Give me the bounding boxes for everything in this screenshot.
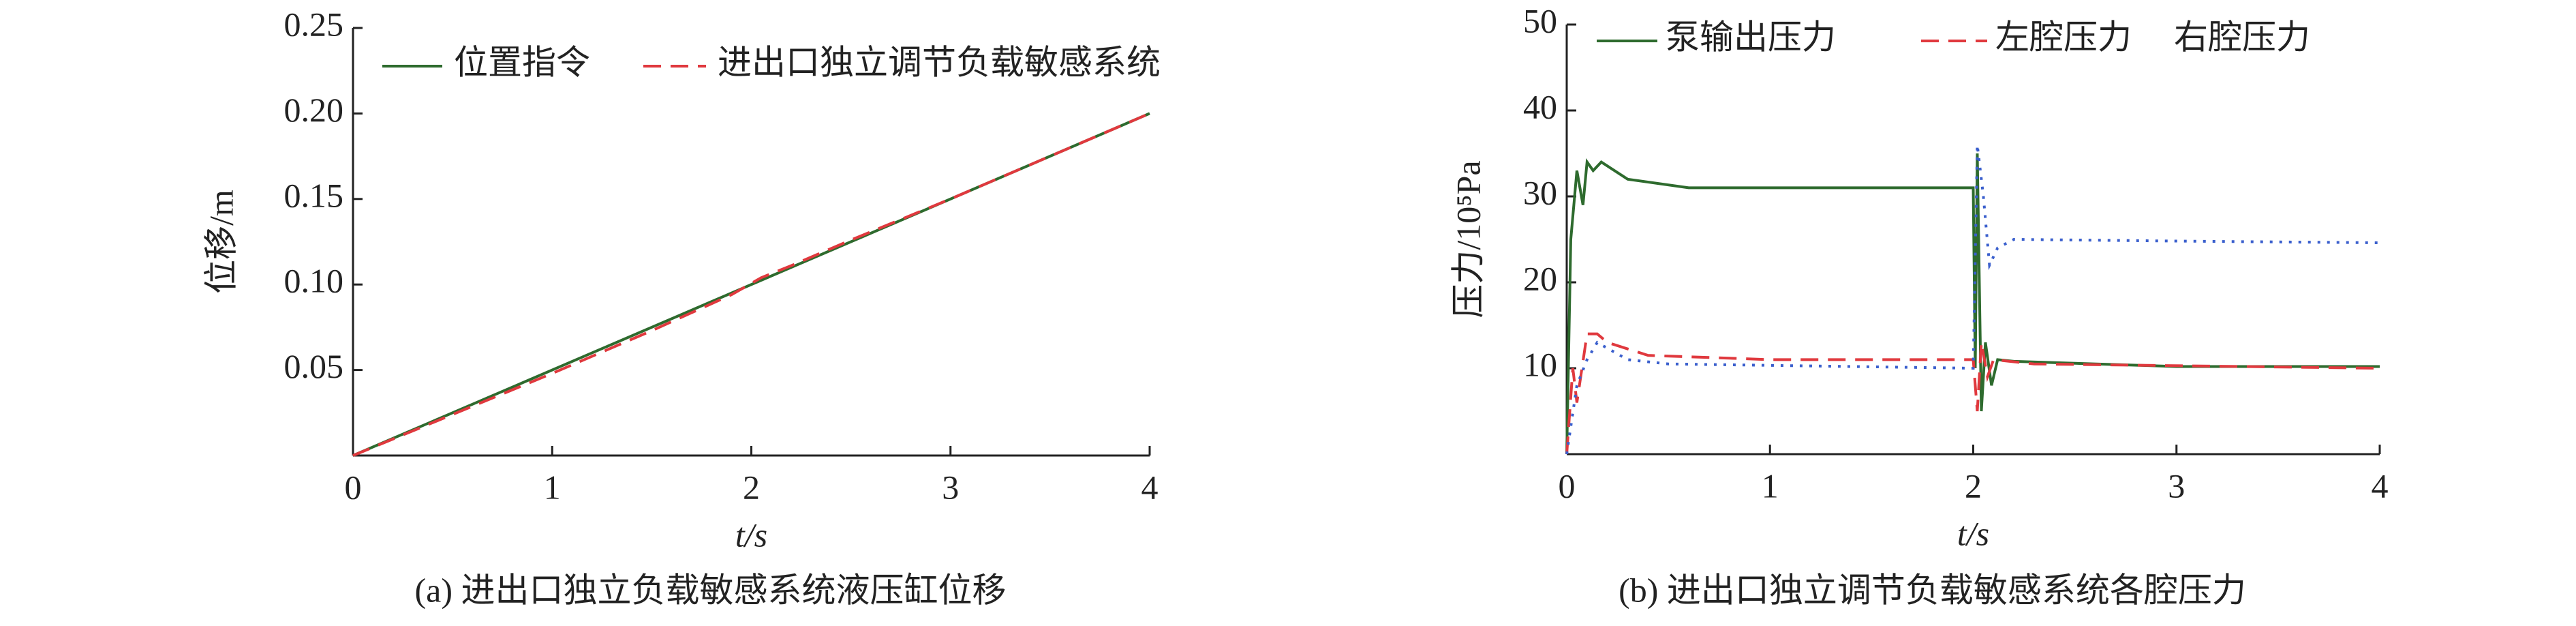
caption: (b) 进出口独立调节负载敏感系统各腔压力 xyxy=(1619,571,2246,609)
x-tick-label: 3 xyxy=(942,468,959,506)
x-tick-label: 0 xyxy=(345,468,362,506)
y-axis-label: 压力/10⁵Pa xyxy=(1449,160,1487,318)
x-axis-label: t/s xyxy=(735,516,767,554)
y-tick-label: 30 xyxy=(1523,173,1557,211)
y-tick-label: 20 xyxy=(1523,259,1557,297)
caption: (a) 进出口独立负载敏感系统液压缸位移 xyxy=(415,571,1007,609)
legend-label: 泵输出压力 xyxy=(1666,18,1836,56)
x-axis-label: t/s xyxy=(1957,514,1989,552)
x-tick-label: 1 xyxy=(544,468,561,506)
y-tick-label: 50 xyxy=(1523,1,1557,40)
y-tick-label: 0.10 xyxy=(284,262,344,300)
y-tick-label: 0.15 xyxy=(284,176,344,214)
x-tick-label: 3 xyxy=(2168,466,2185,505)
y-tick-label: 0.25 xyxy=(284,5,344,43)
legend-label: 右腔压力 xyxy=(2174,18,2310,56)
x-tick-label: 2 xyxy=(743,468,760,506)
legend-label: 位置指令 xyxy=(454,43,590,81)
y-tick-label: 40 xyxy=(1523,87,1557,125)
x-tick-label: 1 xyxy=(1762,466,1779,505)
series-line xyxy=(1565,153,2380,455)
x-tick-label: 2 xyxy=(1965,466,1982,505)
y-tick-label: 10 xyxy=(1523,345,1557,383)
x-tick-label: 0 xyxy=(1559,466,1576,505)
legend-label: 进出口独立调节负载敏感系统 xyxy=(718,43,1161,81)
y-tick-label: 0.05 xyxy=(284,347,344,385)
series-line xyxy=(1565,332,2380,455)
x-tick-label: 4 xyxy=(2372,466,2389,505)
y-axis-label: 位移/m xyxy=(202,190,240,294)
x-tick-label: 4 xyxy=(1141,468,1159,506)
y-tick-label: 0.20 xyxy=(284,91,344,129)
series-line xyxy=(352,112,1150,457)
legend-label: 左腔压力 xyxy=(1995,18,2132,56)
